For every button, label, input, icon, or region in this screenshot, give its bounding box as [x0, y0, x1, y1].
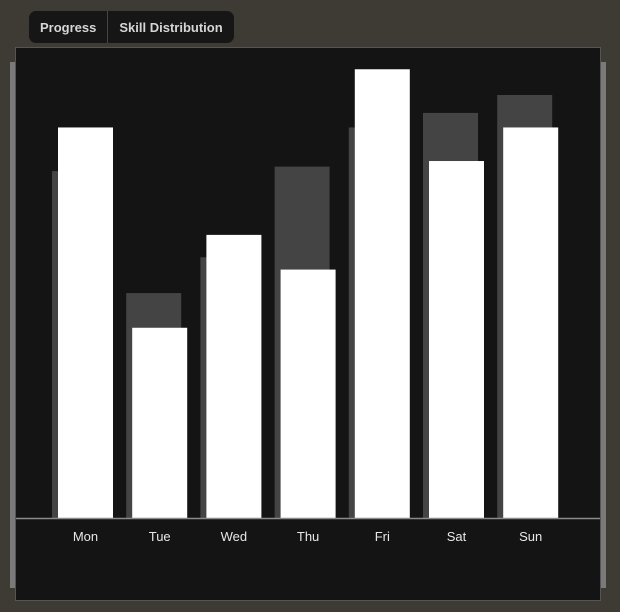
x-tick-label: Sun: [519, 529, 542, 544]
bar-front-fri: [354, 69, 410, 518]
bar-chart: Mon Tue Wed Thu Fri Sat Sun: [16, 69, 600, 544]
chart-tabs: Progress Skill Distribution: [29, 11, 234, 43]
bar-front-sun: [503, 127, 559, 518]
x-tick-label: Thu: [297, 529, 319, 544]
chart-panel: Mon Tue Wed Thu Fri Sat Sun: [15, 47, 601, 601]
x-tick-label: Fri: [375, 529, 390, 544]
bar-front-thu: [280, 269, 336, 518]
bar-front-sat: [429, 161, 484, 518]
x-tick-label: Sat: [447, 529, 467, 544]
bar-front-wed: [206, 234, 262, 518]
x-tick-label: Tue: [149, 529, 171, 544]
bar-front-mon: [58, 127, 113, 518]
bar-front-tue: [132, 327, 188, 518]
tab-progress[interactable]: Progress: [29, 11, 109, 43]
tab-skill-distribution[interactable]: Skill Distribution: [119, 19, 223, 35]
x-tick-label: Mon: [73, 529, 98, 544]
x-tick-label: Wed: [221, 529, 248, 544]
